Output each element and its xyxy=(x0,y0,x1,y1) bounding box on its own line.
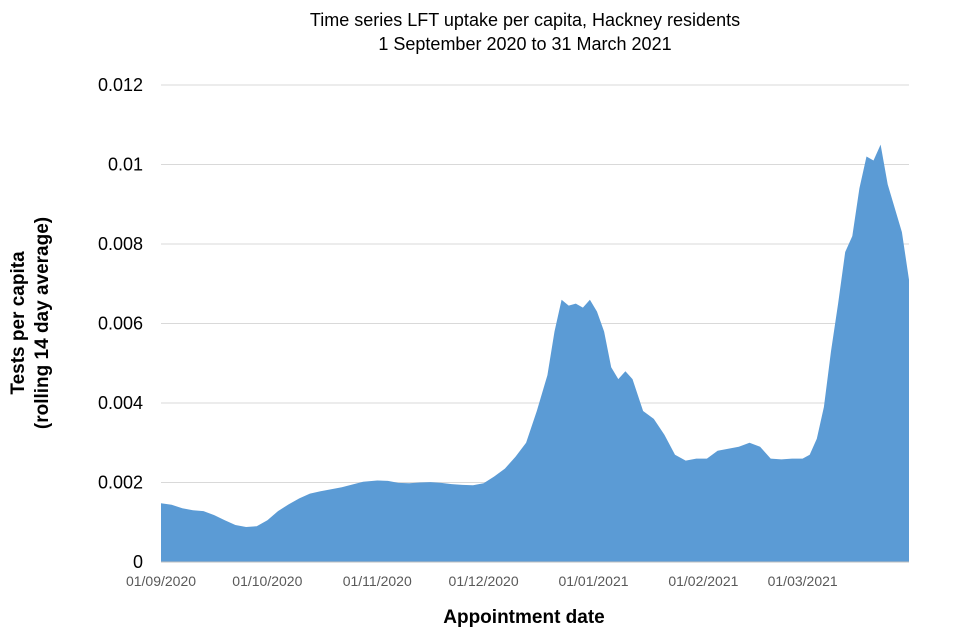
y-tick-label: 0.01 xyxy=(108,155,143,175)
x-tick-label: 01/12/2020 xyxy=(449,573,519,589)
x-tick-label: 01/03/2021 xyxy=(768,573,838,589)
x-tick-label: 01/11/2020 xyxy=(343,573,412,589)
x-axis-title: Appointment date xyxy=(443,607,605,628)
x-tick-label: 01/10/2020 xyxy=(232,573,302,589)
x-tick-label: 01/01/2021 xyxy=(558,573,628,589)
y-axis-title-line-2: (rolling 14 day average) xyxy=(32,217,53,429)
chart-title-line-2: 1 September 2020 to 31 March 2021 xyxy=(378,34,671,54)
y-tick-labels: 0 0.002 0.004 0.006 0.008 0.01 0.012 xyxy=(98,75,143,572)
y-tick-label: 0.002 xyxy=(98,473,143,493)
y-tick-label: 0.008 xyxy=(98,234,143,254)
y-tick-label: 0.012 xyxy=(98,75,143,95)
area-series xyxy=(161,144,909,562)
x-tick-label: 01/02/2021 xyxy=(668,573,738,589)
y-tick-label: 0.006 xyxy=(98,314,143,334)
y-axis-title-line-1: Tests per capita xyxy=(8,251,29,395)
x-tick-label: 01/09/2020 xyxy=(126,573,196,589)
y-tick-label: 0.004 xyxy=(98,393,143,413)
y-axis-title: Tests per capita (rolling 14 day average… xyxy=(8,217,53,429)
chart-title-line-1: Time series LFT uptake per capita, Hackn… xyxy=(310,10,740,30)
x-tick-labels: 01/09/2020 01/10/2020 01/11/2020 01/12/2020… xyxy=(126,573,838,589)
chart-title: Time series LFT uptake per capita, Hackn… xyxy=(310,10,740,54)
y-tick-label: 0 xyxy=(133,552,143,572)
